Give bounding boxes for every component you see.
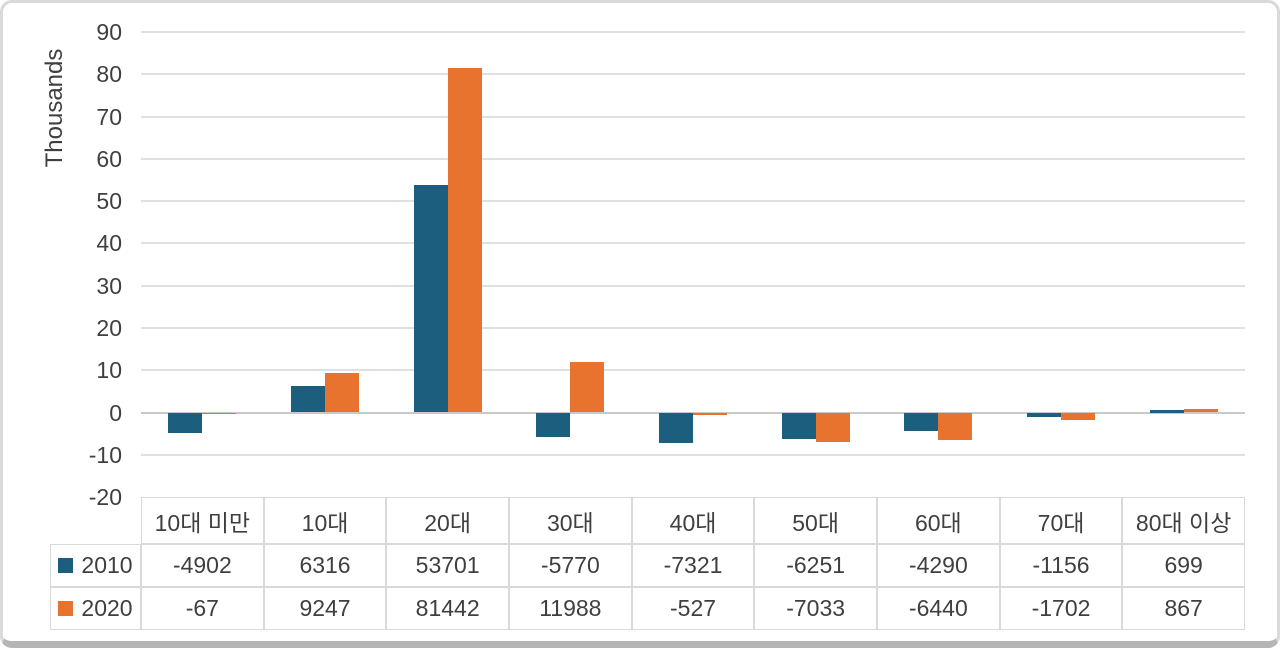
table-header-cell: 50대 xyxy=(754,497,877,544)
table-value-cell: -1156 xyxy=(999,544,1123,587)
y-tick-label: 70 xyxy=(96,103,122,130)
table-value-cell: 6316 xyxy=(263,544,387,587)
legend-cell: 2020 xyxy=(50,587,141,630)
table-header-cell: 60대 xyxy=(877,497,1000,544)
y-tick-label: 90 xyxy=(96,19,122,45)
bar-2020-category-4 xyxy=(693,412,727,415)
bar-2010-category-8 xyxy=(1149,409,1184,413)
gridline xyxy=(141,157,1245,160)
legend-swatch-2010 xyxy=(58,558,74,573)
y-tick-label: 40 xyxy=(96,230,122,257)
bar-2020-category-7 xyxy=(1061,412,1095,420)
y-tick-label: 60 xyxy=(96,145,122,172)
table-value-cell: -5770 xyxy=(509,544,632,587)
y-tick-label: 10 xyxy=(96,357,122,384)
table-header-cell: 20대 xyxy=(386,497,509,544)
table-header-cell: 10대 xyxy=(263,497,387,544)
bar-2010-category-1 xyxy=(291,385,325,413)
y-tick-label: 50 xyxy=(96,188,122,215)
table-value-cell: 11988 xyxy=(509,587,632,630)
table-value-cell: -67 xyxy=(141,587,264,630)
table-value-cell: 53701 xyxy=(386,544,509,587)
y-tick-label: 0 xyxy=(109,399,122,426)
gridline xyxy=(141,369,1245,372)
table-value-cell: -6251 xyxy=(754,544,877,587)
gridline xyxy=(141,453,1245,456)
gridline xyxy=(141,31,1245,33)
y-tick-label: -10 xyxy=(88,441,122,468)
gridline xyxy=(141,73,1245,76)
bar-2010-category-4 xyxy=(659,412,693,444)
y-tick-label: 20 xyxy=(96,314,122,341)
bar-2020-category-0 xyxy=(202,412,237,414)
table-value-cell: -6440 xyxy=(877,587,1000,630)
bar-2010-category-5 xyxy=(781,412,816,439)
y-tick-label: -20 xyxy=(88,484,122,510)
bar-2010-category-6 xyxy=(904,412,939,431)
bar-2020-category-5 xyxy=(815,412,850,443)
table-value-cell: -7033 xyxy=(754,587,877,630)
gridline xyxy=(141,242,1245,245)
bar-2010-category-7 xyxy=(1027,412,1061,418)
table-header-cell: 70대 xyxy=(999,497,1123,544)
table-value-cell: -4290 xyxy=(877,544,1000,587)
table-value-cell: -4902 xyxy=(141,544,264,587)
table-value-cell: 699 xyxy=(1122,544,1245,587)
table-value-cell: -7321 xyxy=(631,544,755,587)
gridline xyxy=(141,115,1245,118)
legend-label: 2020 xyxy=(81,595,133,621)
bar-2020-category-8 xyxy=(1183,408,1218,413)
y-tick-label: 80 xyxy=(96,61,122,88)
bar-2020-category-1 xyxy=(325,373,359,413)
table-value-cell: 867 xyxy=(1122,587,1245,630)
table-value-cell: 81442 xyxy=(386,587,509,630)
bar-2020-category-3 xyxy=(570,361,605,413)
bar-2010-category-0 xyxy=(168,412,203,434)
gridline xyxy=(141,326,1245,329)
table-value-cell: 9247 xyxy=(263,587,387,630)
table-header-cell: 10대 미만 xyxy=(141,497,264,544)
legend-cell: 2010 xyxy=(50,544,141,587)
y-tick-label: 30 xyxy=(96,272,122,299)
table-header-cell: 40대 xyxy=(631,497,755,544)
bar-2010-category-3 xyxy=(536,412,571,437)
table-value-cell: -1702 xyxy=(999,587,1123,630)
legend-label: 2010 xyxy=(81,552,133,578)
table-header-cell: 30대 xyxy=(509,497,632,544)
table-value-cell: -527 xyxy=(631,587,755,630)
gridline xyxy=(141,284,1245,287)
bar-2020-category-6 xyxy=(938,412,973,440)
gridline xyxy=(141,200,1245,203)
legend-swatch-2020 xyxy=(58,601,74,616)
table-header-cell: 80대 이상 xyxy=(1122,497,1245,544)
bar-2010-category-2 xyxy=(413,185,448,413)
bar-2020-category-2 xyxy=(447,68,482,413)
